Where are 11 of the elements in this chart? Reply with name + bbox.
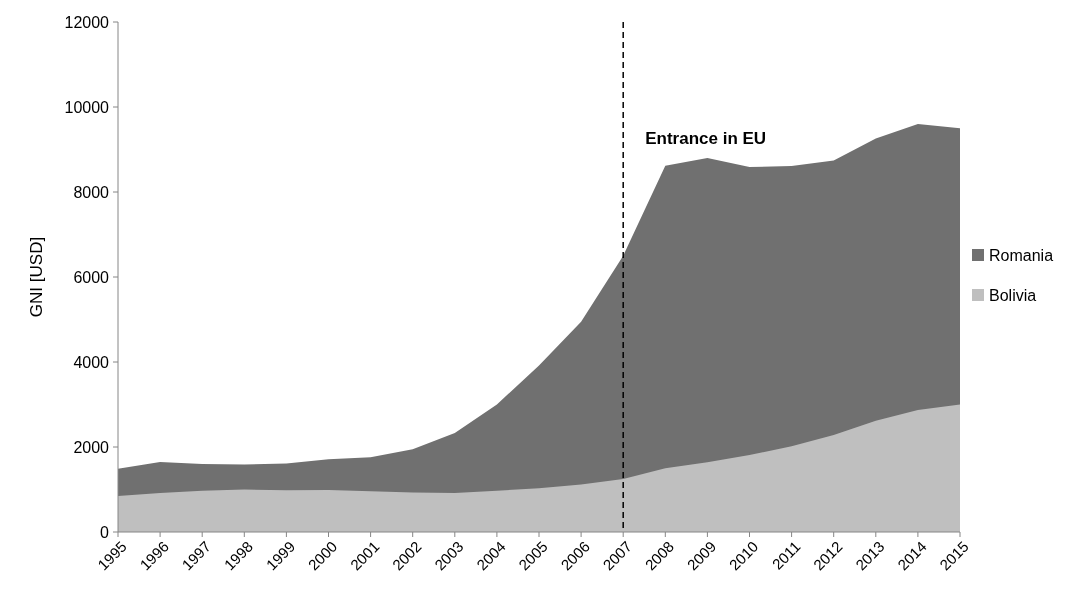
ref-line-label: Entrance in EU bbox=[645, 129, 767, 149]
y-axis-title: GNI [USD] bbox=[27, 236, 46, 318]
y-tick-label: 6000 bbox=[73, 268, 110, 286]
legend-label: Romania bbox=[989, 246, 1054, 264]
y-tick-label: 4000 bbox=[73, 353, 110, 371]
y-tick-label: 10000 bbox=[64, 98, 110, 116]
y-tick-label: 0 bbox=[100, 523, 110, 541]
y-tick-label: 2000 bbox=[73, 438, 110, 456]
legend-label: Bolivia bbox=[989, 286, 1037, 304]
y-tick-label: 8000 bbox=[73, 183, 110, 201]
y-tick-label: 12000 bbox=[64, 13, 110, 31]
